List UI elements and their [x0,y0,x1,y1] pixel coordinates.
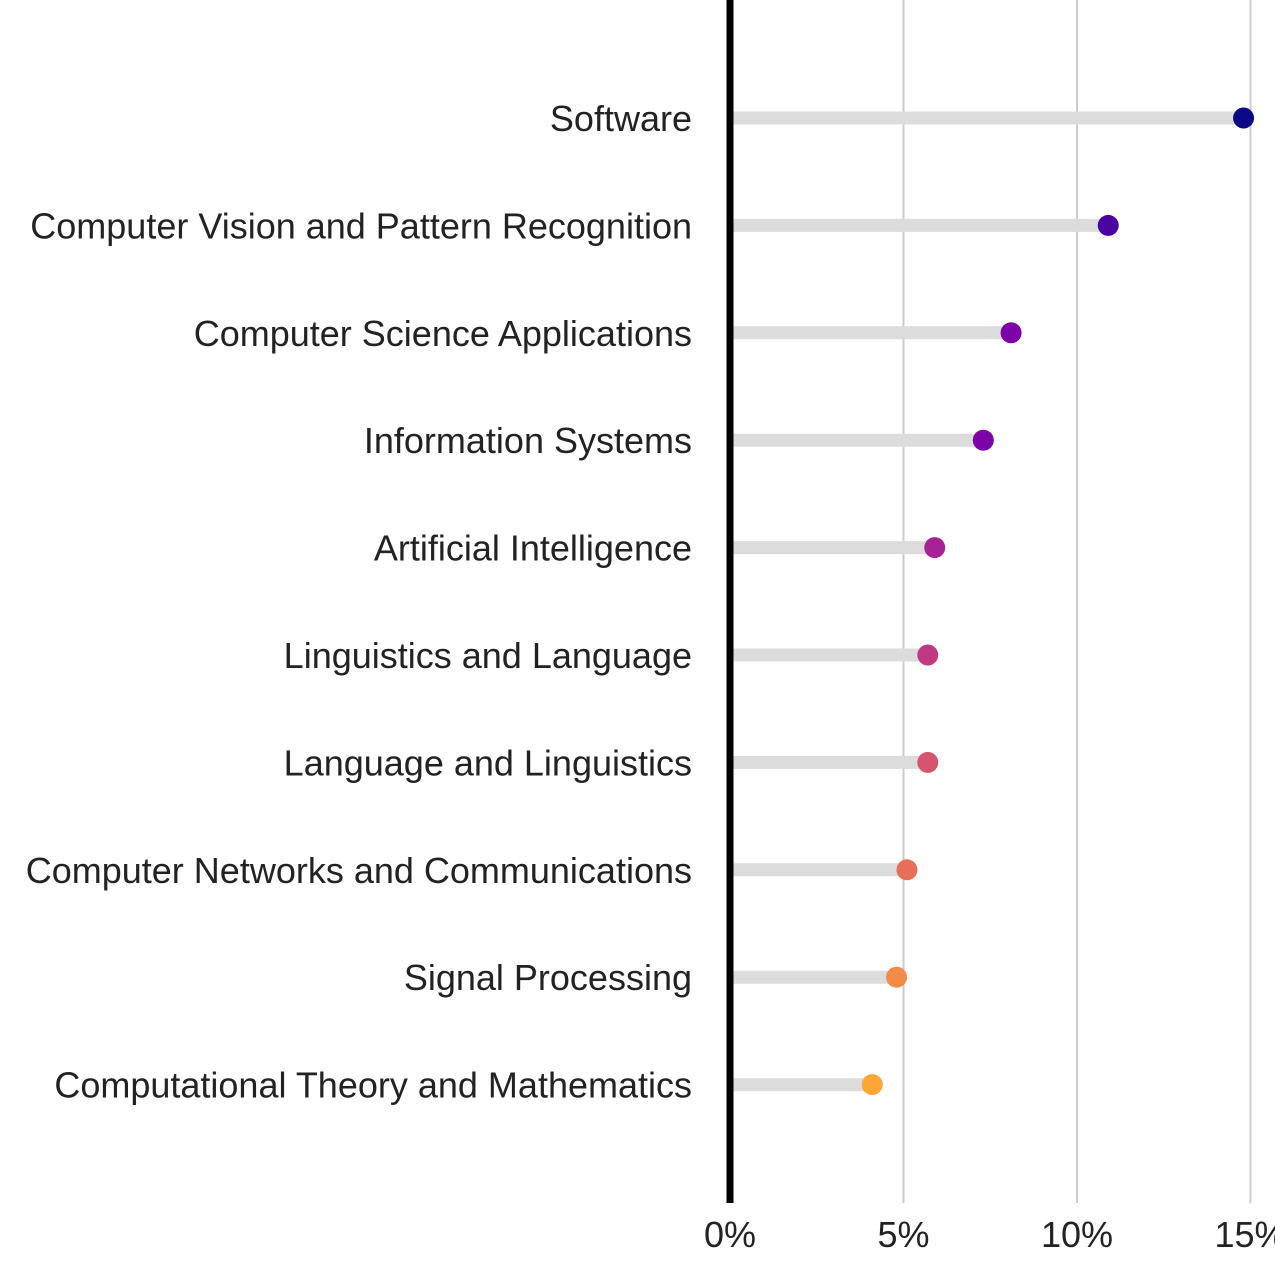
category-label: Linguistics and Language [284,635,692,676]
data-point-2 [1000,322,1022,344]
category-label: Language and Linguistics [284,742,692,783]
data-point-0 [1233,107,1255,129]
data-point-5 [917,644,939,666]
x-tick-label: 10% [1041,1214,1113,1255]
category-label: Computer Vision and Pattern Recognition [30,205,692,246]
category-label: Signal Processing [404,957,692,998]
data-point-7 [896,859,918,881]
data-point-3 [972,429,994,451]
data-point-8 [886,966,908,988]
x-tick-label: 0% [704,1214,756,1255]
data-points [861,107,1255,1096]
category-labels: Software Computer Vision and Pattern Reco… [26,98,692,1106]
x-tick-label: 15% [1214,1214,1275,1255]
data-point-1 [1097,214,1119,236]
data-point-9 [861,1074,883,1096]
stems [730,111,1244,1092]
category-label: Artificial Intelligence [374,528,692,569]
data-point-4 [924,537,946,559]
x-tick-labels: 0% 5% 10% 15% [704,1214,1275,1255]
gridlines [902,0,1252,1203]
category-label: Software [550,98,692,139]
category-label: Computer Science Applications [194,313,692,354]
category-label: Computer Networks and Communications [26,850,692,891]
x-tick-label: 5% [877,1214,929,1255]
data-point-6 [917,751,939,773]
category-label: Information Systems [364,420,692,461]
category-label: Computational Theory and Mathematics [54,1065,692,1106]
